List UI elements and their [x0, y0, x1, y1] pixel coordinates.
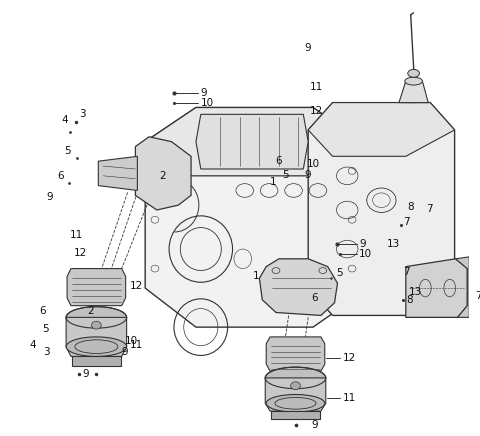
Polygon shape — [265, 378, 326, 411]
Text: 7: 7 — [426, 204, 433, 215]
Polygon shape — [271, 411, 320, 419]
Text: 5: 5 — [336, 269, 343, 279]
Text: 5: 5 — [282, 170, 288, 180]
Polygon shape — [135, 137, 191, 210]
Text: 12: 12 — [130, 281, 143, 291]
Text: 9: 9 — [121, 347, 128, 357]
Polygon shape — [456, 257, 469, 317]
Text: 12: 12 — [342, 354, 356, 363]
Text: 4: 4 — [30, 341, 36, 351]
Text: 7: 7 — [475, 291, 480, 301]
Ellipse shape — [66, 337, 127, 356]
Ellipse shape — [92, 321, 101, 329]
Text: 9: 9 — [304, 170, 311, 180]
Text: 12: 12 — [73, 248, 86, 258]
Text: 9: 9 — [359, 239, 366, 249]
Text: 6: 6 — [57, 171, 64, 181]
Polygon shape — [196, 114, 308, 169]
Polygon shape — [259, 259, 337, 315]
Text: 8: 8 — [408, 202, 414, 212]
Polygon shape — [266, 337, 325, 371]
Polygon shape — [308, 102, 455, 315]
Text: 3: 3 — [79, 109, 85, 119]
Text: 9: 9 — [311, 420, 318, 430]
Text: 5: 5 — [42, 324, 48, 334]
Polygon shape — [145, 108, 362, 327]
Text: 9: 9 — [304, 43, 311, 53]
Ellipse shape — [405, 77, 422, 85]
Text: 13: 13 — [409, 287, 422, 297]
Text: 11: 11 — [310, 82, 323, 92]
Polygon shape — [72, 356, 121, 366]
Ellipse shape — [265, 367, 326, 388]
Text: 1: 1 — [252, 271, 259, 281]
Polygon shape — [308, 102, 455, 157]
Text: 5: 5 — [64, 146, 71, 157]
Text: 8: 8 — [406, 295, 412, 305]
Ellipse shape — [408, 69, 420, 77]
Text: 13: 13 — [387, 239, 400, 249]
Text: 9: 9 — [83, 369, 89, 379]
Text: 10: 10 — [201, 98, 214, 108]
Text: 10: 10 — [125, 336, 138, 346]
Text: 7: 7 — [403, 267, 409, 277]
Polygon shape — [98, 157, 137, 191]
Text: 6: 6 — [311, 293, 318, 303]
Text: 6: 6 — [39, 306, 46, 316]
Text: 3: 3 — [43, 347, 49, 357]
Polygon shape — [399, 81, 428, 102]
Text: 9: 9 — [201, 88, 207, 98]
Text: 11: 11 — [130, 340, 143, 350]
Polygon shape — [145, 108, 362, 176]
Text: 1: 1 — [270, 177, 277, 187]
Ellipse shape — [266, 395, 325, 412]
Text: 10: 10 — [307, 159, 320, 169]
Polygon shape — [406, 259, 468, 317]
Text: 11: 11 — [70, 230, 84, 240]
Polygon shape — [67, 269, 126, 306]
Ellipse shape — [66, 307, 127, 328]
Text: 7: 7 — [403, 217, 409, 227]
Text: 11: 11 — [342, 393, 356, 403]
Text: 12: 12 — [310, 106, 323, 116]
Text: 2: 2 — [159, 171, 166, 181]
Text: 10: 10 — [359, 249, 372, 259]
Text: 6: 6 — [276, 156, 282, 166]
Ellipse shape — [290, 382, 300, 390]
Text: 4: 4 — [61, 115, 68, 125]
Text: 2: 2 — [87, 307, 94, 317]
Polygon shape — [66, 317, 127, 356]
Text: 9: 9 — [47, 192, 53, 202]
